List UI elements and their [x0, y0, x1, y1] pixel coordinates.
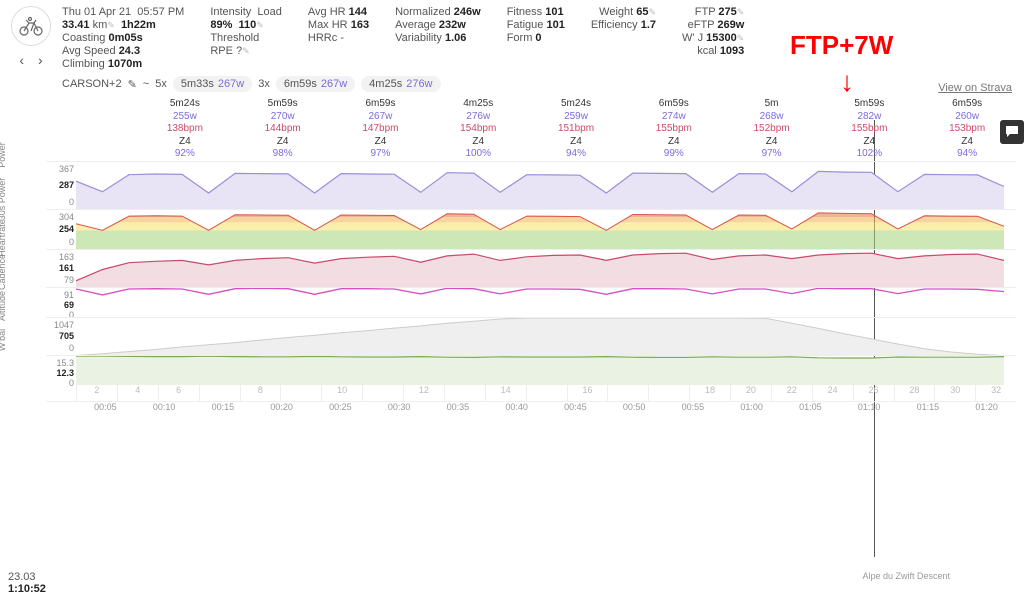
ftp-annotation-arrow: ↓ [840, 66, 854, 98]
workout-name[interactable]: CARSON+2 [62, 78, 122, 90]
strava-link[interactable]: View on Strava [938, 82, 1012, 94]
alpe-label: Alpe du Zwift Descent [862, 571, 950, 581]
ftp-block: FTP 275✎ eFTP 269w W' J 15300✎ kcal 1093 [682, 6, 744, 70]
heartrate-chart[interactable]: Heartrate 16316179 [46, 249, 1016, 287]
segment-axis: 2468101214161820222426283032 [46, 385, 1016, 401]
power-chart[interactable]: Power 3672870 [46, 161, 1016, 209]
cursor-readout: 23.031:10:52 [8, 571, 46, 595]
fitness-block: Fitness 101 Fatigue 101 Form 0 [507, 6, 565, 70]
prev-icon[interactable]: ‹ [19, 52, 24, 68]
next-icon[interactable]: › [38, 52, 43, 68]
date-block: Thu 01 Apr 21 05:57 PM 33.41 km✎ 1h22m C… [62, 6, 184, 70]
hr-block: Avg HR 144 Max HR 163 HRRc - [308, 6, 369, 70]
power-block: Normalized 246w Average 232w Variability… [395, 6, 481, 70]
rep-pill-1[interactable]: 5m33s267w [173, 76, 252, 92]
intensity-block: Intensity Load 89% 110✎ Threshold RPE ?✎ [210, 6, 282, 70]
rep-pill-2[interactable]: 6m59s267w [276, 76, 355, 92]
workout-row: CARSON+2✎ ~ 5x 5m33s267w 3x 6m59s267w 4m… [0, 72, 1024, 98]
bike-icon[interactable] [11, 6, 51, 46]
interval-labels: 5m24s255w138bpmZ492%5m59s270w144bpmZ498%… [46, 98, 1016, 161]
xaxis: 00:0500:1000:1500:2000:2500:3000:3500:40… [46, 401, 1016, 412]
header: ‹ › Thu 01 Apr 21 05:57 PM 33.41 km✎ 1h2… [0, 0, 1024, 72]
altitude-chart[interactable]: Altitude 10477050 [46, 317, 1016, 355]
w'bal-chart[interactable]: W'bal 15.312.30 [46, 355, 1016, 385]
30s power-chart[interactable]: 30s Power 3042540 [46, 209, 1016, 249]
cadence-chart[interactable]: Cadence 91690 [46, 287, 1016, 317]
rep-pill-3[interactable]: 4m25s276w [361, 76, 440, 92]
weight-block: Weight 65✎ Efficiency 1.7 [591, 6, 656, 70]
